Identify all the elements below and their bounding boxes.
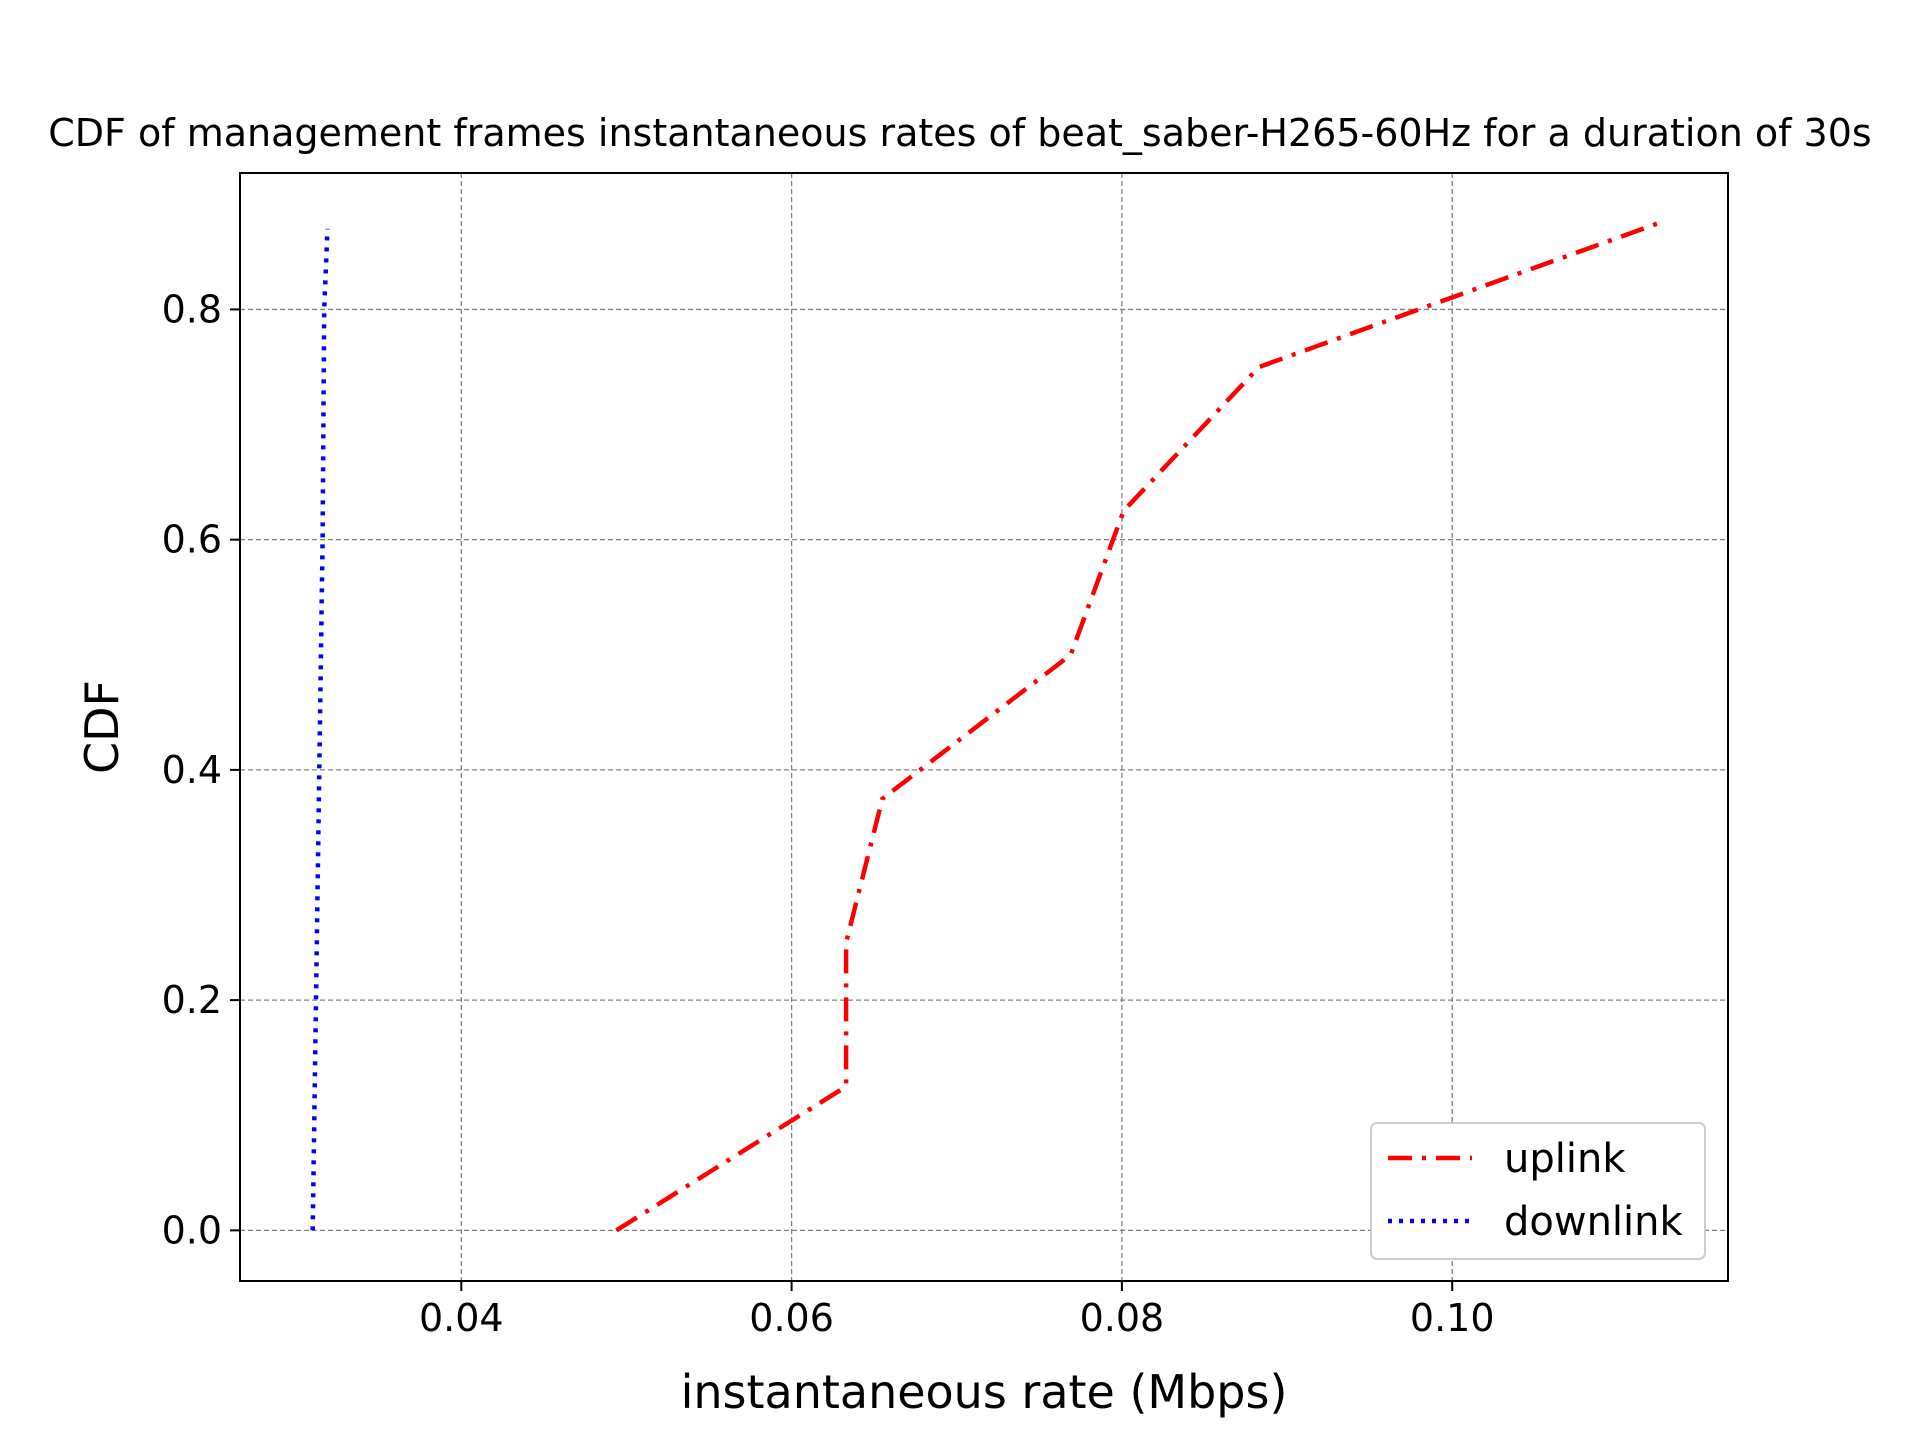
x-axis-label: instantaneous rate (Mbps) <box>681 1365 1288 1419</box>
y-tick-label: 0.0 <box>162 1208 222 1252</box>
legend-label-downlink: downlink <box>1504 1199 1684 1245</box>
y-tick-label: 0.2 <box>162 978 222 1022</box>
x-tick-label: 0.04 <box>419 1296 504 1340</box>
y-tick-label: 0.4 <box>162 748 222 792</box>
legend-label-uplink: uplink <box>1504 1136 1626 1182</box>
plot-frame <box>239 172 1729 1282</box>
y-axis-label: CDF <box>75 680 129 774</box>
x-tick-label: 0.06 <box>749 1296 834 1340</box>
series-lines <box>310 220 1660 1233</box>
y-tick-label: 0.8 <box>162 287 222 331</box>
chart-title: CDF of management frames instantaneous r… <box>48 111 1871 155</box>
series-line-uplink <box>615 220 1660 1233</box>
y-tick-label: 0.6 <box>162 518 222 562</box>
x-tick-label: 0.10 <box>1410 1296 1495 1340</box>
series-line-downlink <box>310 228 330 1231</box>
grid-lines <box>240 173 1728 1281</box>
legend: uplink downlink <box>1370 1122 1706 1260</box>
x-tick-label: 0.08 <box>1080 1296 1165 1340</box>
x-axis: 0.04 0.06 0.08 0.10 <box>419 1281 1495 1340</box>
y-axis: 0.0 0.2 0.4 0.6 0.8 <box>162 287 240 1252</box>
